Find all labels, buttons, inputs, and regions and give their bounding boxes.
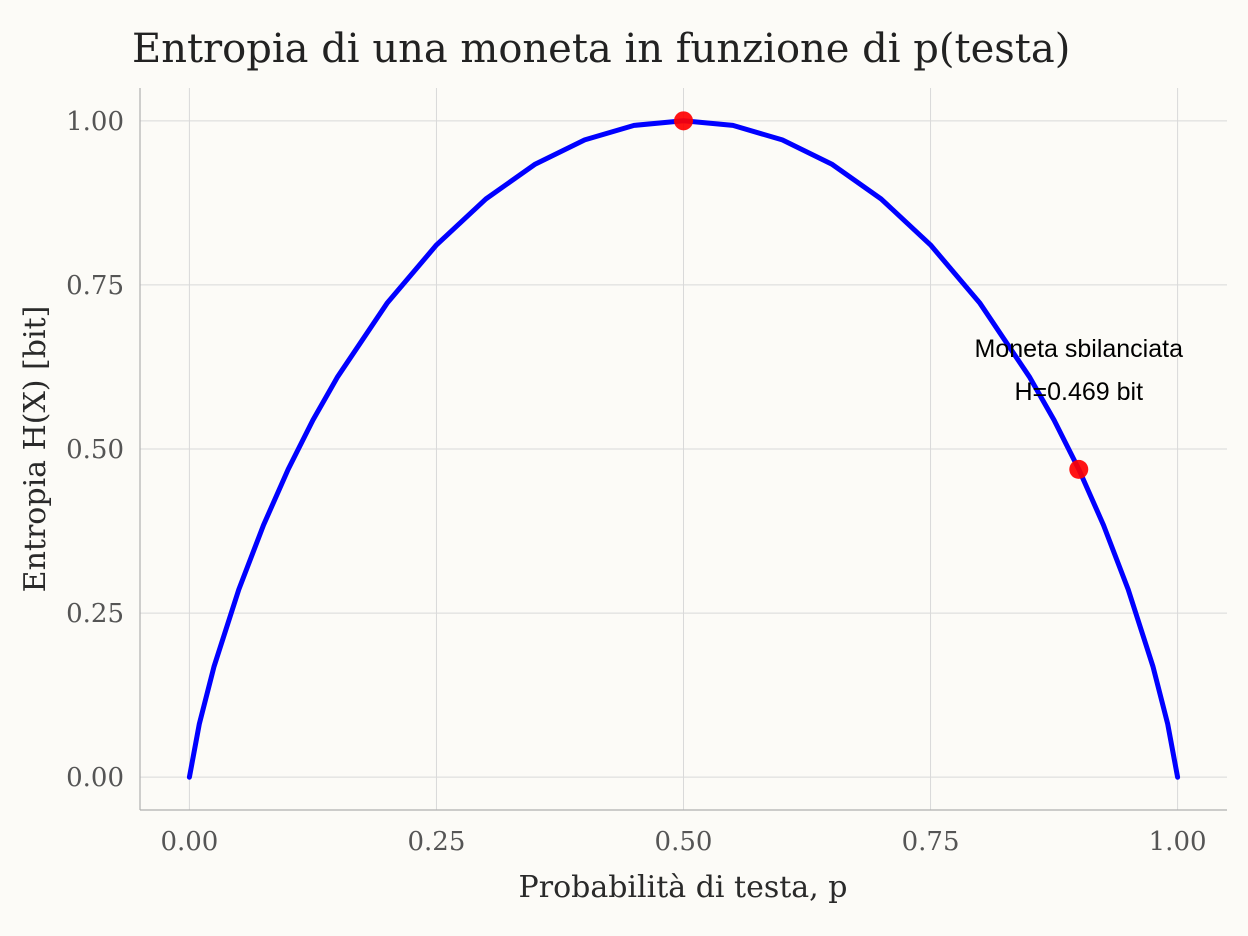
y-tick-label: 0.50 — [66, 435, 124, 465]
ticks-layer: 0.00 0.25 0.50 0.75 1.00 0.00 0.25 0.50 0.75 1.00 — [66, 107, 1206, 857]
y-axis-title: Entropia H(X) [bit] — [18, 306, 53, 593]
x-tick-label: 0.75 — [902, 827, 960, 857]
grid — [140, 88, 1227, 810]
x-tick-label: 0.25 — [408, 827, 466, 857]
x-axis-title: Probabilità di testa, p — [519, 870, 848, 905]
annotation: Moneta sbilanciata H=0.469 bit — [975, 335, 1184, 406]
y-tick-label: 0.75 — [66, 271, 124, 301]
annotation-line: Moneta sbilanciata — [975, 335, 1184, 363]
highlight-point — [674, 111, 693, 131]
y-tick-label: 0.25 — [66, 599, 124, 629]
chart-title: Entropia di una moneta in funzione di p(… — [132, 26, 1070, 72]
y-tick-label: 1.00 — [66, 107, 124, 137]
points-layer — [674, 111, 1089, 479]
x-tick-label: 0.00 — [160, 827, 218, 857]
annotation-line: H=0.469 bit — [1014, 378, 1143, 406]
highlight-point — [1069, 459, 1089, 479]
y-tick-label: 0.00 — [66, 763, 124, 793]
x-tick-label: 1.00 — [1149, 827, 1207, 857]
x-tick-label: 0.50 — [655, 827, 713, 857]
